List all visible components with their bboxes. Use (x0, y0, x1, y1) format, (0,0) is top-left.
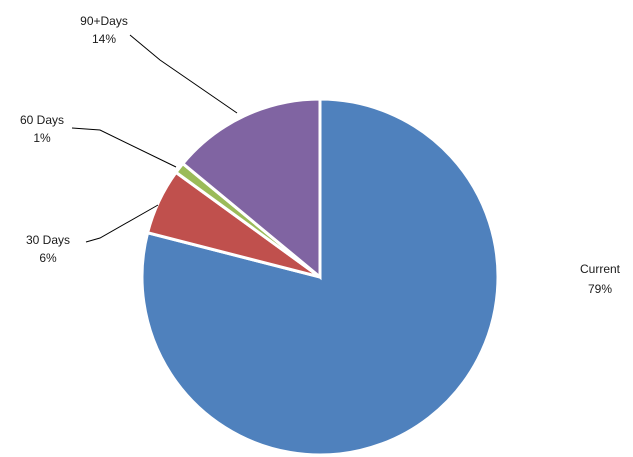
leader-line-60-days (71, 127, 177, 168)
pie-slice-current (140, 97, 500, 457)
label-current: Current (580, 262, 621, 276)
leader-lines (71, 34, 238, 243)
pie-slices (140, 97, 500, 457)
label-30-days: 30 Days (26, 233, 70, 247)
value-current: 79% (588, 282, 612, 296)
leader-line-30-days (85, 204, 159, 243)
slice-labels: 90+Days 14% 60 Days 1% 30 Days 6% Curren… (20, 14, 621, 296)
value-90-days: 14% (92, 32, 116, 46)
label-60-days: 60 Days (20, 113, 64, 127)
label-90-days: 90+Days (80, 14, 128, 28)
value-60-days: 1% (33, 131, 51, 145)
pie-slice-90-days (180, 97, 322, 281)
value-30-days: 6% (39, 251, 57, 265)
leader-line-90-days (129, 34, 238, 114)
